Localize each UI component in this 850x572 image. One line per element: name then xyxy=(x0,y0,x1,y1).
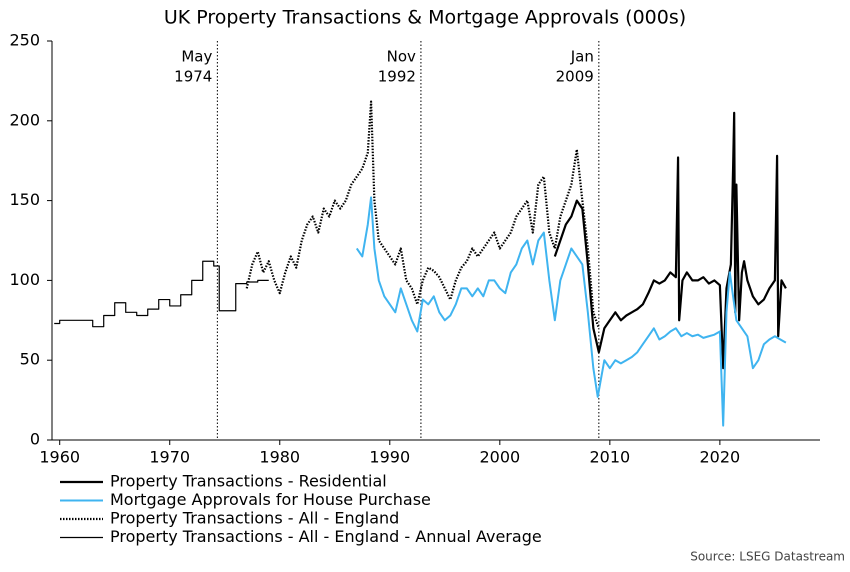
event-label: May xyxy=(181,48,212,66)
x-tick-label: 2020 xyxy=(700,448,741,467)
x-tick-label: 1990 xyxy=(369,448,410,467)
y-tick-label: 150 xyxy=(9,190,40,209)
x-tick-label: 1960 xyxy=(39,448,80,467)
series-line xyxy=(355,196,787,427)
series-line xyxy=(54,260,269,328)
event-label: 1974 xyxy=(174,68,212,86)
chart-title: UK Property Transactions & Mortgage Appr… xyxy=(164,7,686,29)
event-label: Jan xyxy=(570,48,594,66)
y-tick-label: 250 xyxy=(9,31,40,50)
x-tick-label: 1970 xyxy=(149,448,190,467)
legend-label: Mortgage Approvals for House Purchase xyxy=(110,490,431,509)
y-tick-label: 200 xyxy=(9,110,40,129)
x-tick-label: 2000 xyxy=(479,448,520,467)
legend-label: Property Transactions - All - England xyxy=(110,509,399,528)
y-tick-label: 50 xyxy=(20,350,40,369)
legend-label: Property Transactions - All - England - … xyxy=(110,527,542,546)
x-tick-label: 1980 xyxy=(259,448,300,467)
x-tick-label: 2010 xyxy=(589,448,630,467)
y-tick-label: 100 xyxy=(9,270,40,289)
series-line xyxy=(553,111,787,370)
event-label: 1992 xyxy=(378,68,416,86)
event-label: Nov xyxy=(387,48,416,66)
legend-label: Property Transactions - Residential xyxy=(110,472,387,491)
y-tick-label: 0 xyxy=(30,430,40,449)
source-note: Source: LSEG Datastream xyxy=(690,550,845,564)
event-label: 2009 xyxy=(556,68,594,86)
series-line xyxy=(245,100,600,329)
